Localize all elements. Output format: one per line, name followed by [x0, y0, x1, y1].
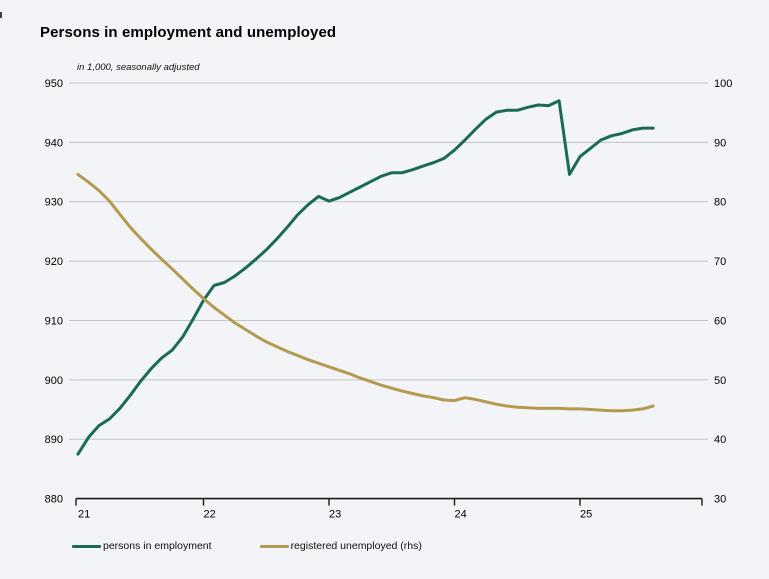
x-axis-tick-label: 22	[204, 509, 216, 521]
unemployed-line-swatch	[259, 544, 289, 548]
left-axis-tick-label: 880	[45, 494, 63, 506]
chart-subtitle: in 1,000, seasonally adjusted	[77, 62, 200, 73]
legend-item-employment: persons in employment	[72, 540, 212, 552]
left-axis-tick-label: 950	[45, 78, 63, 90]
x-axis-tick-label: 25	[580, 509, 592, 521]
right-axis-tick-label: 70	[714, 256, 726, 268]
left-axis-tick-label: 900	[45, 375, 63, 387]
right-axis-tick-label: 100	[714, 78, 732, 90]
employment-line-swatch	[72, 544, 101, 548]
x-axis-tick-label: 21	[78, 509, 90, 521]
left-axis-tick-label: 910	[45, 315, 63, 327]
left-axis-tick-label: 930	[45, 197, 63, 209]
right-axis-tick-label: 30	[714, 494, 726, 506]
x-axis-tick-label: 23	[329, 509, 341, 521]
employment-line	[76, 99, 655, 456]
right-axis-tick-label: 80	[714, 197, 726, 209]
left-axis-tick-label: 890	[45, 434, 63, 446]
right-axis-tick-label: 90	[714, 137, 726, 149]
left-axis-tick-label: 920	[45, 256, 63, 268]
legend-label-unemployed: registered unemployed (rhs)	[290, 540, 422, 552]
unemployed-line	[76, 172, 655, 413]
right-axis-tick-label: 60	[714, 315, 726, 327]
chart-title: Persons in employment and unemployed	[40, 24, 337, 41]
edge-artifact-mark	[0, 12, 2, 18]
right-axis-tick-label: 50	[714, 375, 726, 387]
x-axis-tick-label: 24	[455, 509, 467, 521]
legend-label-employment: persons in employment	[103, 540, 212, 552]
right-axis-tick-label: 40	[714, 434, 726, 446]
chart-legend: persons in employment registered unemplo…	[72, 540, 422, 552]
left-axis-tick-label: 940	[45, 137, 63, 149]
legend-item-unemployed: registered unemployed (rhs)	[259, 540, 422, 552]
